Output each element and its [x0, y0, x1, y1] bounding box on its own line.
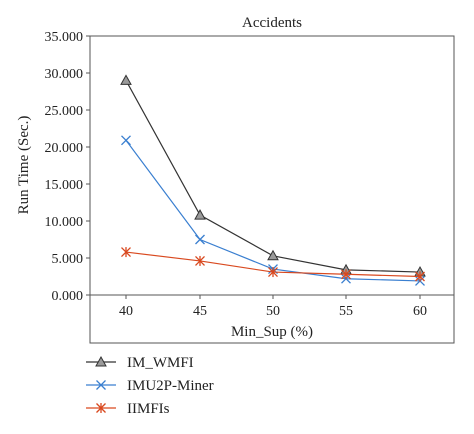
x-tick-label: 40 — [119, 304, 133, 319]
data-point — [268, 267, 278, 278]
data-point — [267, 249, 279, 261]
y-tick-label: 30.000 — [45, 67, 84, 82]
x-tick-label: 50 — [266, 304, 280, 319]
legend-marker — [96, 380, 106, 390]
data-point — [195, 234, 205, 245]
legend-label: IM_WMFI — [127, 355, 194, 371]
data-point — [195, 255, 205, 266]
x-tick-label: 60 — [413, 304, 427, 319]
data-point — [341, 269, 351, 280]
x-axis-frame — [89, 294, 455, 344]
y-tick-label: 5.000 — [52, 252, 84, 267]
legend-item: IMU2P-Miner — [86, 378, 214, 394]
y-tick-label: 25.000 — [45, 104, 84, 119]
y-tick-label: 15.000 — [45, 178, 84, 193]
y-tick-label: 10.000 — [45, 215, 84, 230]
legend-label: IMU2P-Miner — [127, 378, 214, 394]
y-axis-label: Run Time (Sec.) — [16, 116, 32, 215]
x-tick-label: 55 — [339, 304, 353, 319]
x-axis-label: Min_Sup (%) — [231, 324, 313, 340]
legend-item: IIMFIs — [86, 401, 170, 417]
data-point — [194, 209, 206, 220]
y-tick-label: 20.000 — [45, 141, 84, 156]
y-tick-label: 35.000 — [45, 30, 84, 45]
legend: IM_WMFI IMU2P-Miner IIMFIs — [86, 355, 214, 417]
legend-item: IM_WMFI — [86, 355, 194, 371]
series-line-0 — [125, 80, 421, 273]
x-tick-label: 45 — [193, 304, 207, 319]
legend-marker — [95, 355, 107, 367]
legend-label: IIMFIs — [127, 401, 170, 417]
data-point — [415, 271, 425, 282]
x-axis: 40 45 50 55 60 — [119, 295, 427, 319]
series-layer — [120, 74, 426, 286]
data-point — [120, 74, 132, 85]
legend-marker — [96, 403, 106, 413]
data-point — [121, 135, 131, 146]
y-tick-label: 0.000 — [52, 289, 84, 304]
chart-title: Accidents — [242, 15, 302, 31]
data-point — [121, 247, 131, 258]
y-axis: 0.000 5.000 10.000 15.000 20.000 25.000 30.000… — [45, 30, 90, 304]
